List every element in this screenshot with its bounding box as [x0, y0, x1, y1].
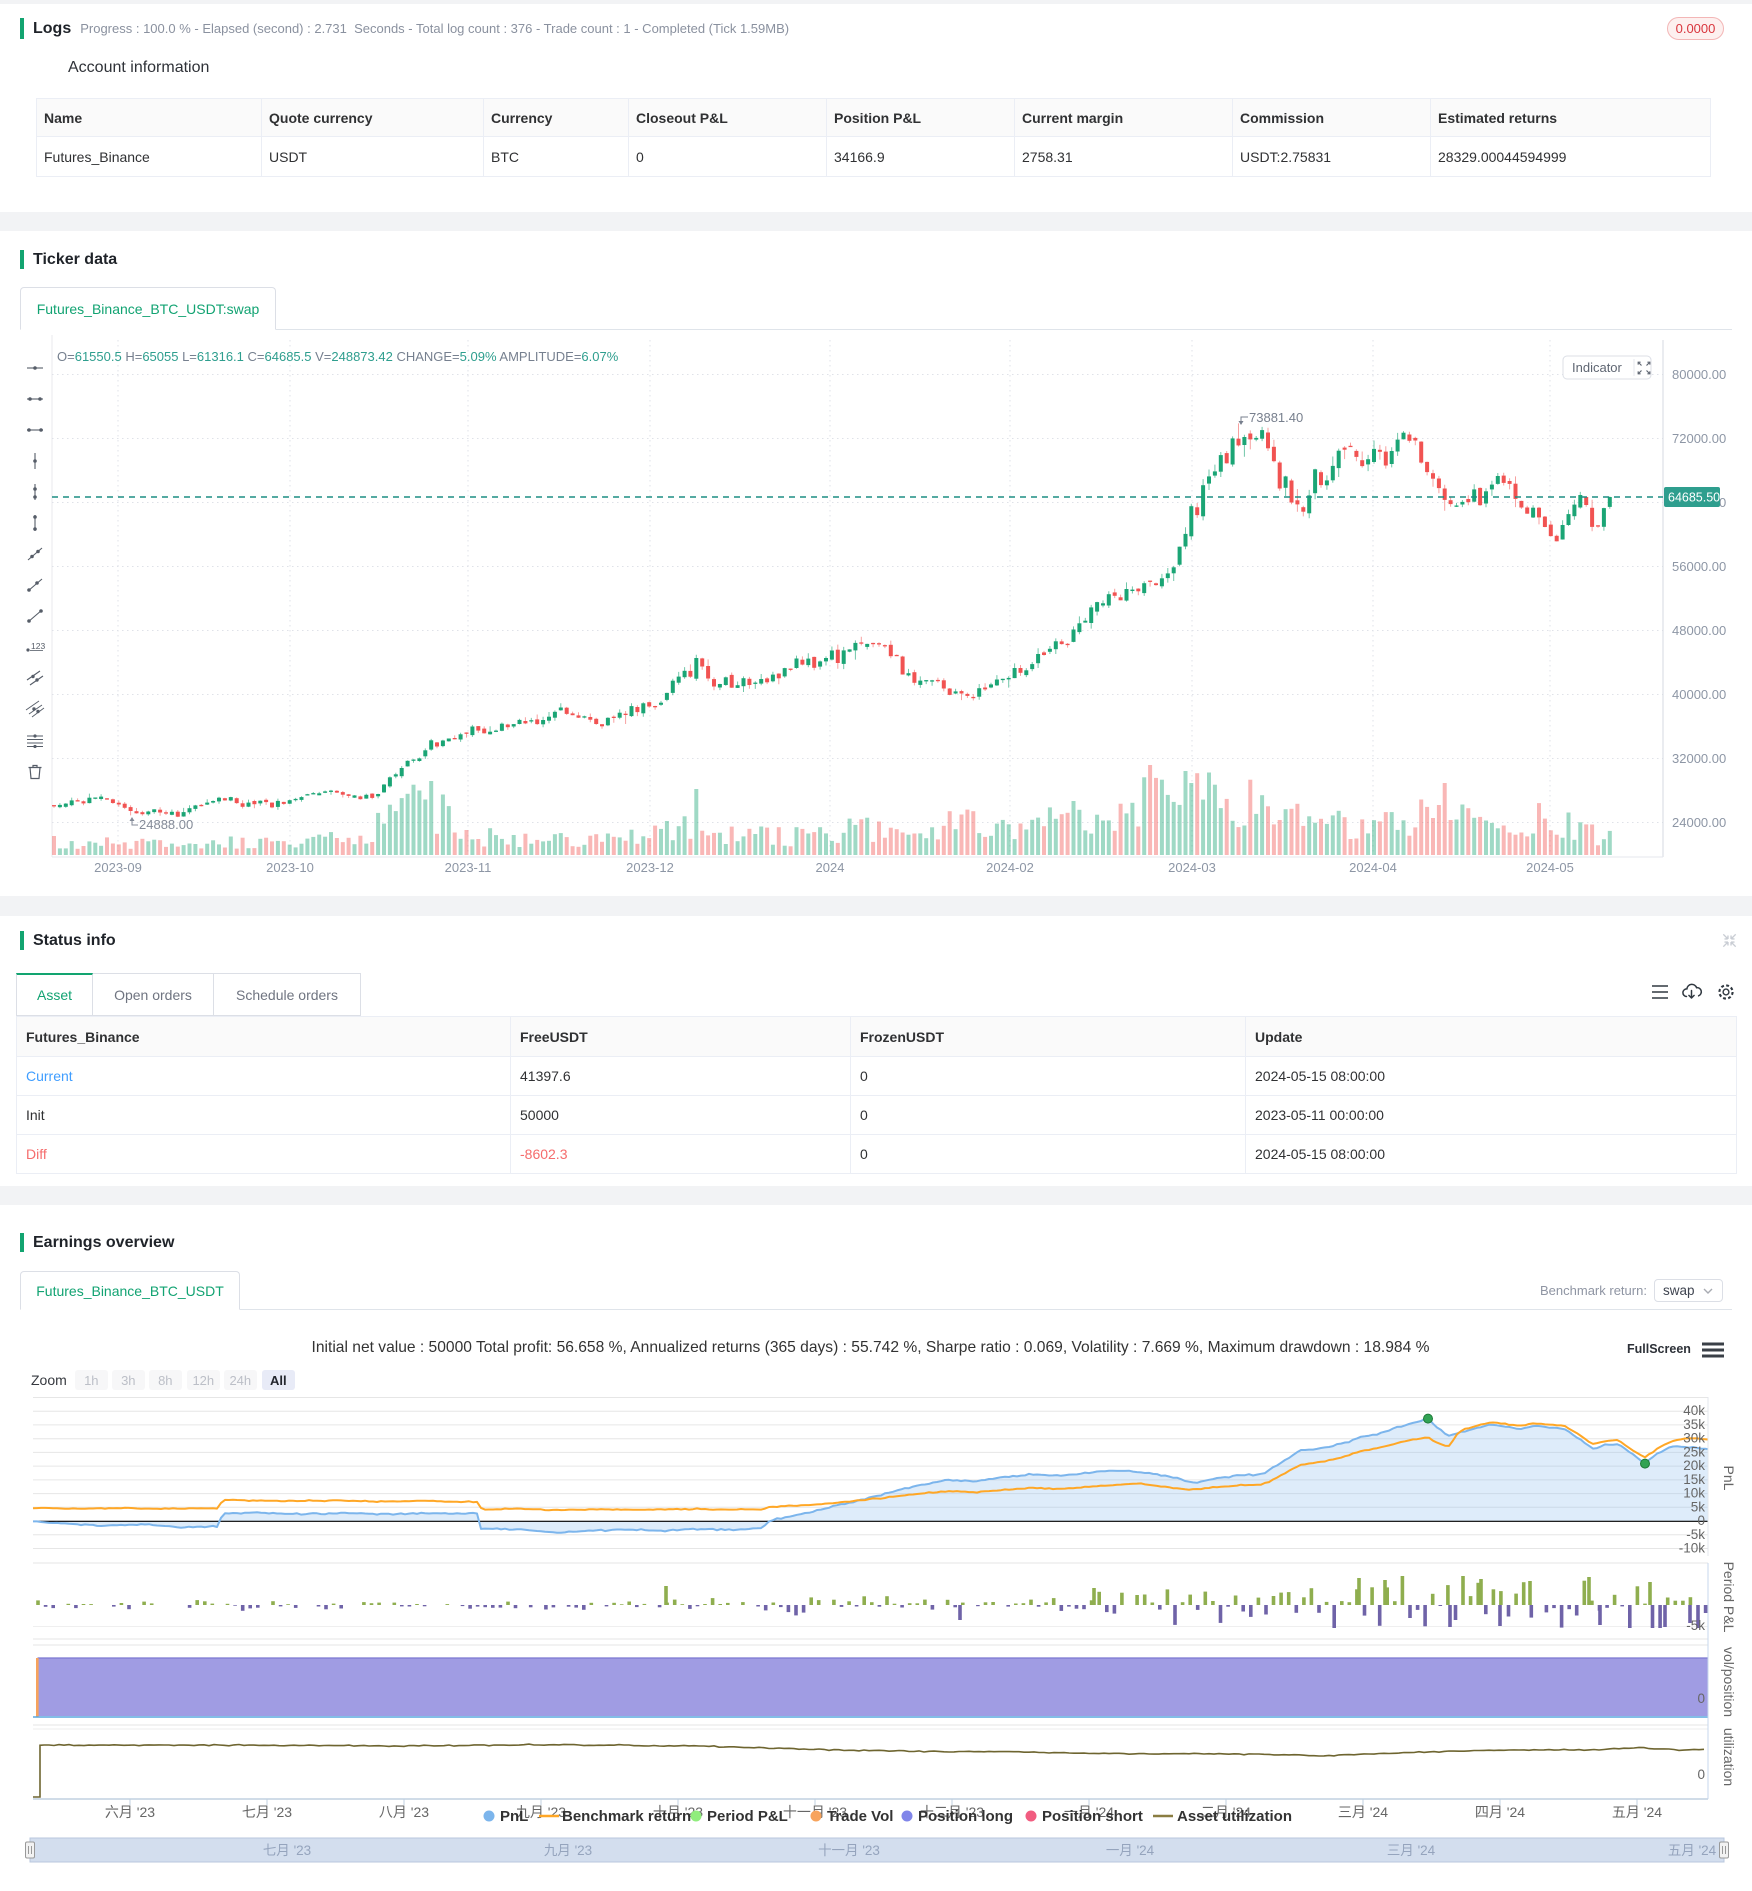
svg-text:Period P&L: Period P&L [707, 1808, 788, 1825]
svg-text:2024: 2024 [816, 860, 845, 875]
svg-text:-5k: -5k [1686, 1527, 1705, 1542]
svg-text:80000.00: 80000.00 [1672, 367, 1726, 382]
svg-text:2024-04: 2024-04 [1349, 860, 1397, 875]
svg-text:40k: 40k [1683, 1403, 1705, 1418]
svg-text:三月 '24: 三月 '24 [1387, 1843, 1436, 1858]
svg-text:2023-12: 2023-12 [626, 860, 674, 875]
svg-text:123: 123 [31, 641, 45, 651]
svg-text:Period P&L: Period P&L [1721, 1562, 1737, 1633]
svg-text:-10k: -10k [1679, 1541, 1706, 1556]
svg-text:2023-09: 2023-09 [94, 860, 142, 875]
svg-text:Indicator: Indicator [1572, 360, 1623, 375]
svg-text:Benchmark return: Benchmark return [562, 1808, 691, 1825]
svg-text:35k: 35k [1683, 1417, 1705, 1432]
svg-text:2024-05: 2024-05 [1526, 860, 1574, 875]
svg-text:Position long: Position long [918, 1808, 1013, 1825]
svg-text:七月 '23: 七月 '23 [263, 1843, 311, 1858]
svg-text:utilization: utilization [1721, 1728, 1737, 1786]
svg-text:五月 '24: 五月 '24 [1668, 1843, 1717, 1858]
svg-text:vol/position: vol/position [1721, 1647, 1737, 1717]
svg-text:24000.00: 24000.00 [1672, 815, 1726, 830]
svg-text:5k: 5k [1691, 1499, 1706, 1514]
svg-text:九月 '23: 九月 '23 [544, 1843, 592, 1858]
svg-text:五月 '24: 五月 '24 [1612, 1804, 1662, 1820]
svg-text:-5k: -5k [1686, 1618, 1705, 1633]
svg-text:25k: 25k [1683, 1444, 1705, 1459]
svg-text:64685.50: 64685.50 [1668, 491, 1720, 505]
svg-text:73881.40: 73881.40 [1249, 410, 1303, 425]
svg-text:四月 '24: 四月 '24 [1475, 1804, 1525, 1820]
svg-text:PnL: PnL [500, 1808, 528, 1825]
svg-text:0: 0 [1697, 1513, 1705, 1528]
svg-text:六月 '23: 六月 '23 [105, 1804, 155, 1820]
svg-text:2024-03: 2024-03 [1168, 860, 1216, 875]
svg-text:0: 0 [1697, 1767, 1705, 1782]
svg-text:十一月 '23: 十一月 '23 [818, 1843, 880, 1858]
svg-text:七月 '23: 七月 '23 [242, 1804, 292, 1820]
svg-text:72000.00: 72000.00 [1672, 431, 1726, 446]
svg-text:10k: 10k [1683, 1486, 1705, 1501]
svg-text:Position short: Position short [1042, 1808, 1143, 1825]
svg-text:十二月 '23: 十二月 '23 [920, 1804, 984, 1820]
svg-text:Asset utilization: Asset utilization [1177, 1808, 1292, 1825]
svg-text:15k: 15k [1683, 1472, 1705, 1487]
svg-text:0: 0 [1697, 1691, 1705, 1706]
svg-text:Trade Vol: Trade Vol [827, 1808, 893, 1825]
svg-text:三月 '24: 三月 '24 [1338, 1804, 1388, 1820]
svg-text:32000.00: 32000.00 [1672, 751, 1726, 766]
svg-text:30k: 30k [1683, 1431, 1705, 1446]
svg-text:20k: 20k [1683, 1458, 1705, 1473]
svg-text:二月 '24: 二月 '24 [1201, 1804, 1251, 1820]
svg-text:2024-02: 2024-02 [986, 860, 1034, 875]
svg-text:56000.00: 56000.00 [1672, 559, 1726, 574]
svg-text:2023-10: 2023-10 [266, 860, 314, 875]
svg-text:八月 '23: 八月 '23 [379, 1804, 429, 1820]
svg-text:一月 '24: 一月 '24 [1106, 1843, 1155, 1858]
svg-text:一月 '24: 一月 '24 [1064, 1804, 1114, 1820]
svg-text:40000.00: 40000.00 [1672, 687, 1726, 702]
svg-text:24888.00: 24888.00 [139, 817, 193, 832]
svg-text:PnL: PnL [1721, 1466, 1737, 1491]
svg-text:2023-11: 2023-11 [445, 860, 492, 875]
svg-text:48000.00: 48000.00 [1672, 623, 1726, 638]
svg-text:O=61550.5 H=65055 L=61316.1 C=: O=61550.5 H=65055 L=61316.1 C=64685.5 V=… [57, 349, 619, 364]
